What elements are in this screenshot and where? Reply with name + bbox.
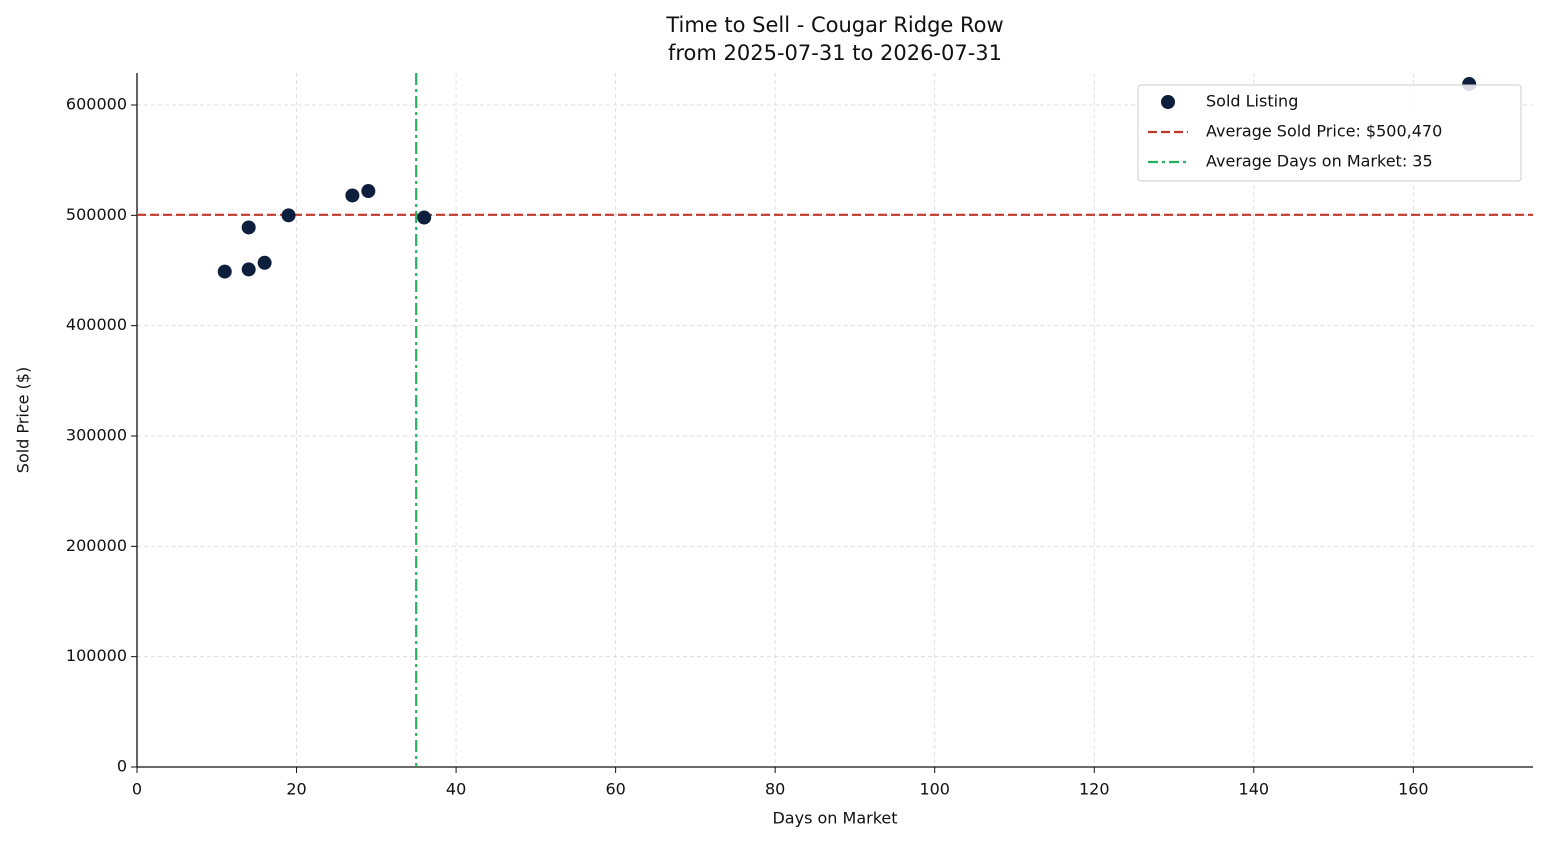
x-tick-label: 160 bbox=[1398, 780, 1429, 799]
x-axis-label: Days on Market bbox=[772, 809, 897, 828]
y-tick-label: 300000 bbox=[66, 425, 127, 444]
legend-box bbox=[1137, 84, 1522, 182]
chart-title: Time to Sell - Cougar Ridge Row bbox=[665, 13, 1003, 37]
legend-label: Sold Listing bbox=[1206, 92, 1298, 111]
y-tick-label: 400000 bbox=[66, 315, 127, 334]
y-tick-label: 100000 bbox=[66, 646, 127, 665]
x-tick-label: 0 bbox=[132, 780, 142, 799]
y-tick-label: 200000 bbox=[66, 536, 127, 555]
chart-subtitle: from 2025-07-31 to 2026-07-31 bbox=[668, 41, 1002, 65]
y-axis-label: Sold Price ($) bbox=[14, 367, 33, 473]
legend-label: Average Sold Price: $500,470 bbox=[1206, 122, 1442, 141]
point bbox=[217, 264, 232, 279]
legend-marker bbox=[1161, 95, 1175, 109]
point bbox=[241, 262, 256, 277]
x-tick-label: 100 bbox=[919, 780, 950, 799]
y-tick-label: 0 bbox=[117, 757, 127, 776]
x-tick-label: 140 bbox=[1239, 780, 1270, 799]
point bbox=[281, 208, 296, 223]
x-tick-label: 40 bbox=[446, 780, 466, 799]
point bbox=[257, 255, 272, 270]
y-tick-label: 600000 bbox=[66, 94, 127, 113]
legend-label: Average Days on Market: 35 bbox=[1206, 152, 1433, 171]
point bbox=[345, 188, 360, 203]
point bbox=[241, 220, 256, 235]
x-tick-label: 80 bbox=[765, 780, 785, 799]
point bbox=[361, 184, 376, 199]
x-tick-label: 60 bbox=[605, 780, 625, 799]
x-tick-label: 120 bbox=[1079, 780, 1110, 799]
point bbox=[417, 210, 432, 225]
y-tick-label: 500000 bbox=[66, 205, 127, 224]
x-tick-label: 20 bbox=[286, 780, 306, 799]
